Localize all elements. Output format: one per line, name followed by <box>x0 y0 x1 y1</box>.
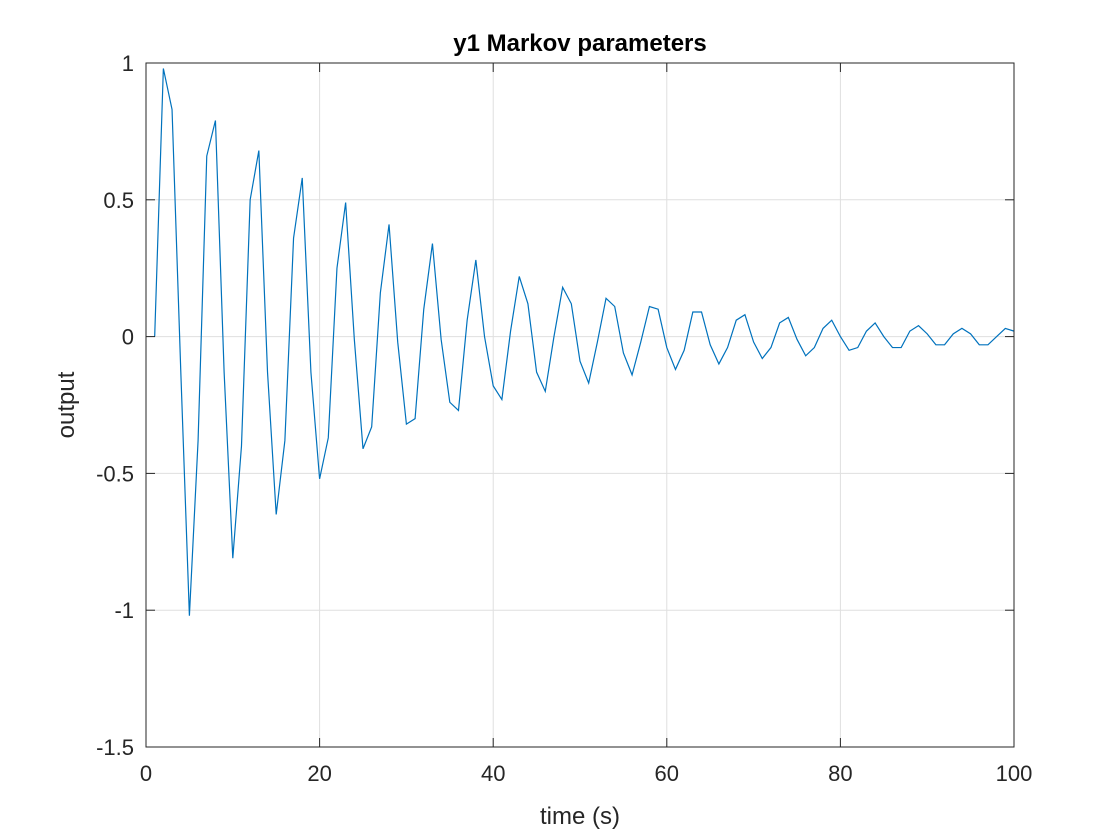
y-tick-label: 0.5 <box>103 188 134 213</box>
y-tick-label: 0 <box>122 325 134 350</box>
y-tick-label: -1 <box>114 598 134 623</box>
x-tick-label: 40 <box>481 761 505 786</box>
y-tick-label: -0.5 <box>96 461 134 486</box>
chart-title: y1 Markov parameters <box>453 30 706 57</box>
x-ticks <box>145 63 1015 747</box>
x-tick-label: 100 <box>996 761 1033 786</box>
axes-background <box>146 63 1014 747</box>
x-tick-label: 0 <box>140 761 152 786</box>
series-line <box>154 68 1015 616</box>
y-tick-labels: -1.5 -1 -0.5 0 0.5 1 <box>96 51 134 760</box>
y-tick-label: 1 <box>122 51 134 76</box>
y-ticks <box>146 62 1014 748</box>
y-axis-label: output <box>53 371 80 438</box>
x-tick-label: 80 <box>828 761 852 786</box>
axes-box <box>145 62 1015 748</box>
y-tick-label: -1.5 <box>96 735 134 760</box>
y-gridlines <box>146 199 1014 611</box>
x-gridlines <box>319 63 841 747</box>
x-tick-labels: 0 20 40 60 80 100 <box>140 761 1032 786</box>
x-tick-label: 20 <box>307 761 331 786</box>
x-axis-label: time (s) <box>540 803 620 830</box>
x-tick-label: 60 <box>655 761 679 786</box>
